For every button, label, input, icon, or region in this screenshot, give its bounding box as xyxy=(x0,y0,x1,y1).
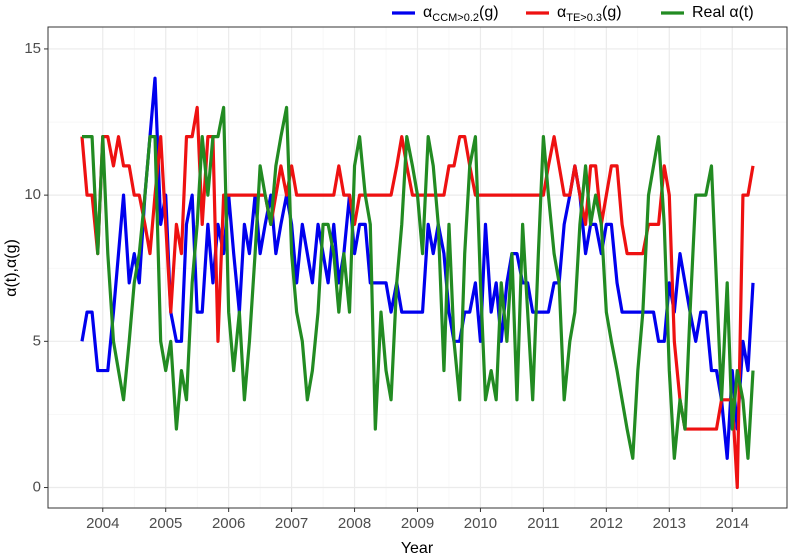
legend-label: αCCM>0.2(g) xyxy=(423,4,499,24)
series-line xyxy=(80,76,755,460)
y-tick-label: 5 xyxy=(33,332,41,349)
x-tick-label: 2010 xyxy=(464,515,497,532)
x-tick-label: 2013 xyxy=(653,515,686,532)
legend-label-part: α xyxy=(557,4,566,21)
x-tick-label: 2004 xyxy=(86,515,119,532)
legend-label-part: Real α(t) xyxy=(692,4,754,21)
x-tick-label: 2012 xyxy=(590,515,623,532)
plot-border xyxy=(47,26,788,509)
x-tick-label: 2008 xyxy=(338,515,371,532)
y-tick-label: 15 xyxy=(24,40,41,57)
x-tick-label: 2011 xyxy=(527,515,559,532)
y-axis-label: α(t),α(g) xyxy=(3,239,20,297)
x-axis-label: Year xyxy=(401,540,434,557)
legend-label: Real α(t) xyxy=(692,4,754,21)
legend-label-part: (g) xyxy=(479,4,499,21)
x-tick-label: 2009 xyxy=(401,515,434,532)
y-tick-label: 0 xyxy=(33,479,41,496)
legend-label-part: CCM>0.2 xyxy=(432,12,479,24)
x-tick-label: 2014 xyxy=(716,515,749,532)
legend-label-part: α xyxy=(423,4,432,21)
y-tick-label: 10 xyxy=(24,186,41,203)
x-tick-label: 2005 xyxy=(149,515,182,532)
legend-label-part: (g) xyxy=(602,4,622,21)
series-line xyxy=(81,105,755,460)
legend-label-part: TE>0.3 xyxy=(566,12,602,24)
x-tick-label: 2006 xyxy=(212,515,245,532)
x-tick-label: 2007 xyxy=(275,515,308,532)
legend-label: αTE>0.3(g) xyxy=(557,4,622,24)
